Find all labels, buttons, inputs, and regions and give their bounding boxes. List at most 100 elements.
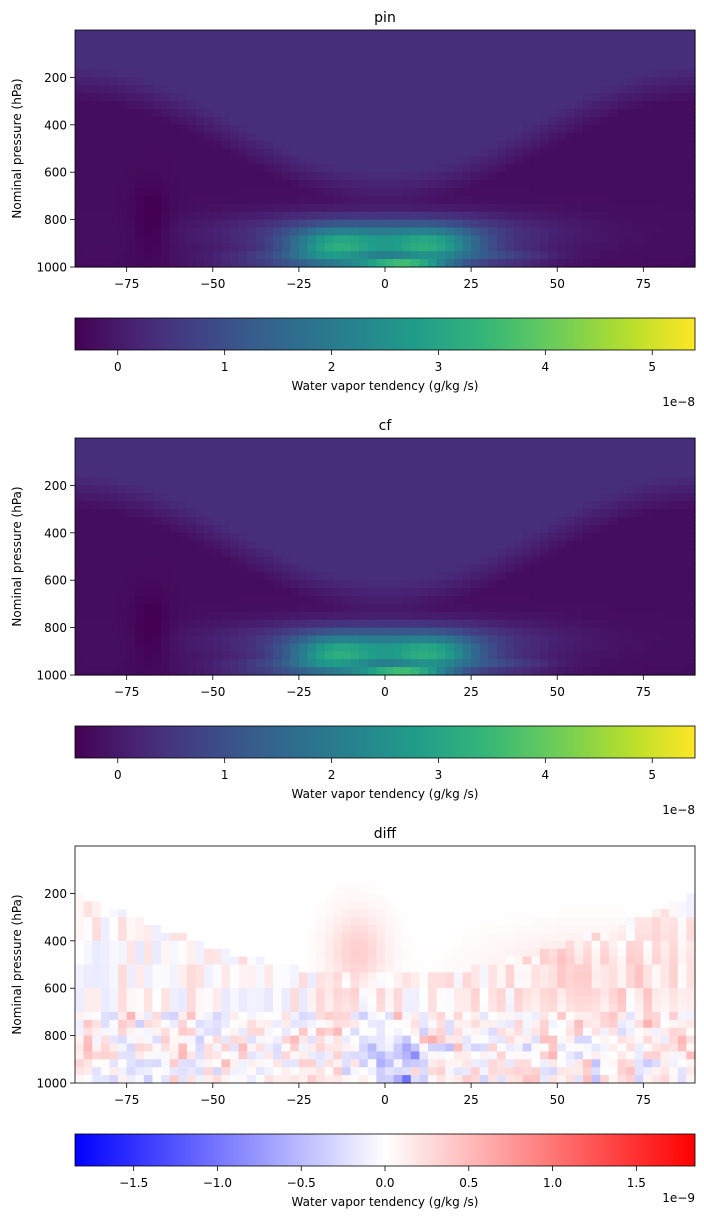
heatmap-cell — [462, 564, 472, 573]
heatmap-cell — [591, 124, 601, 134]
heatmap-cell — [402, 37, 412, 47]
heatmap-cell — [126, 77, 136, 86]
heatmap-cell — [169, 651, 179, 660]
heatmap-cell — [118, 438, 128, 447]
heatmap-cell — [445, 140, 455, 150]
heatmap-cell — [230, 45, 240, 55]
heatmap-cell — [436, 564, 446, 573]
heatmap-cell — [634, 445, 644, 455]
heatmap-cell — [557, 588, 567, 597]
heatmap-cell — [617, 438, 627, 447]
heatmap-cell — [350, 580, 360, 589]
heatmap-cell — [238, 485, 248, 494]
heatmap-cell — [608, 101, 619, 110]
heatmap-cell — [376, 438, 386, 447]
heatmap-cell — [651, 501, 662, 510]
heatmap-cell — [152, 659, 162, 668]
heatmap-cell — [651, 556, 662, 565]
heatmap-cell — [221, 493, 231, 502]
heatmap-cell — [677, 603, 687, 613]
heatmap-cell — [376, 164, 386, 173]
heatmap-cell — [522, 493, 532, 502]
heatmap-cell — [204, 53, 214, 63]
heatmap-cell — [557, 109, 567, 118]
heatmap-cell — [273, 580, 283, 589]
heatmap-cell — [540, 219, 550, 229]
heatmap-cell — [143, 61, 154, 71]
heatmap-cell — [453, 45, 464, 55]
heatmap-cell — [608, 235, 619, 244]
heatmap-cell — [169, 925, 179, 934]
heatmap-cell — [608, 659, 619, 668]
heatmap-cell — [471, 564, 481, 573]
heatmap-cell — [557, 556, 567, 565]
heatmap-cell — [376, 156, 386, 165]
heatmap-cell — [686, 61, 696, 71]
heatmap-cell — [169, 243, 179, 252]
heatmap-cell — [92, 188, 102, 197]
heatmap-cell — [531, 461, 541, 471]
heatmap-cell — [324, 438, 334, 447]
heatmap-cell — [626, 251, 636, 260]
heatmap-cell — [376, 180, 386, 189]
heatmap-cell — [359, 188, 369, 197]
heatmap-cell — [496, 243, 507, 252]
heatmap-cell — [583, 251, 593, 260]
heatmap-cell — [540, 540, 550, 550]
heatmap-cell — [651, 164, 662, 173]
heatmap-cell — [514, 251, 524, 260]
heatmap-cell — [651, 493, 662, 502]
heatmap-cell — [540, 619, 550, 629]
heatmap-cell — [221, 195, 231, 205]
heatmap-cell — [247, 180, 257, 189]
heatmap-cell — [186, 195, 197, 205]
heatmap-cell — [617, 140, 627, 150]
heatmap-cell — [359, 148, 369, 157]
heatmap-cell — [677, 45, 687, 55]
heatmap-cell — [143, 901, 154, 910]
heatmap-cell — [522, 461, 532, 471]
heatmap-cell — [643, 643, 653, 652]
heatmap-cell — [505, 259, 515, 268]
heatmap-cell — [75, 219, 85, 229]
heatmap-cell — [126, 588, 136, 597]
heatmap-cell — [643, 461, 653, 471]
heatmap-cell — [359, 667, 369, 676]
heatmap-cell — [109, 877, 119, 887]
heatmap-cell — [333, 548, 343, 558]
heatmap-cell — [169, 572, 179, 581]
heatmap-cell — [565, 493, 576, 502]
heatmap-cell — [290, 651, 300, 660]
heatmap-cell — [565, 572, 576, 581]
heatmap-cell — [186, 116, 197, 126]
heatmap-cell — [445, 580, 455, 589]
heatmap-cell — [686, 635, 696, 644]
heatmap-cell — [471, 235, 481, 244]
heatmap-cell — [169, 1011, 179, 1021]
heatmap-cell — [583, 651, 593, 660]
heatmap-cell — [669, 180, 679, 189]
heatmap-cell — [540, 227, 550, 236]
heatmap-cell — [126, 1059, 136, 1068]
heatmap-cell — [617, 180, 627, 189]
heatmap-cell — [109, 869, 119, 879]
heatmap-cell — [186, 948, 197, 958]
heatmap-cell — [453, 188, 464, 197]
heatmap-cell — [393, 140, 403, 150]
heatmap-cell — [307, 564, 317, 573]
heatmap-cell — [152, 61, 162, 71]
heatmap-cell — [118, 93, 128, 102]
heatmap-cell — [453, 556, 464, 565]
heatmap-cell — [402, 132, 412, 142]
heatmap-cell — [281, 532, 291, 542]
heatmap-cell — [462, 53, 472, 63]
heatmap-cell — [281, 556, 291, 565]
heatmap-cell — [617, 453, 627, 463]
heatmap-cell — [273, 77, 283, 86]
heatmap-cell — [109, 972, 119, 981]
heatmap-cells — [75, 846, 696, 1084]
heatmap-cell — [83, 1004, 93, 1013]
heatmap-cell — [410, 188, 421, 197]
heatmap-cell — [161, 251, 171, 260]
heatmap-cell — [402, 172, 412, 181]
